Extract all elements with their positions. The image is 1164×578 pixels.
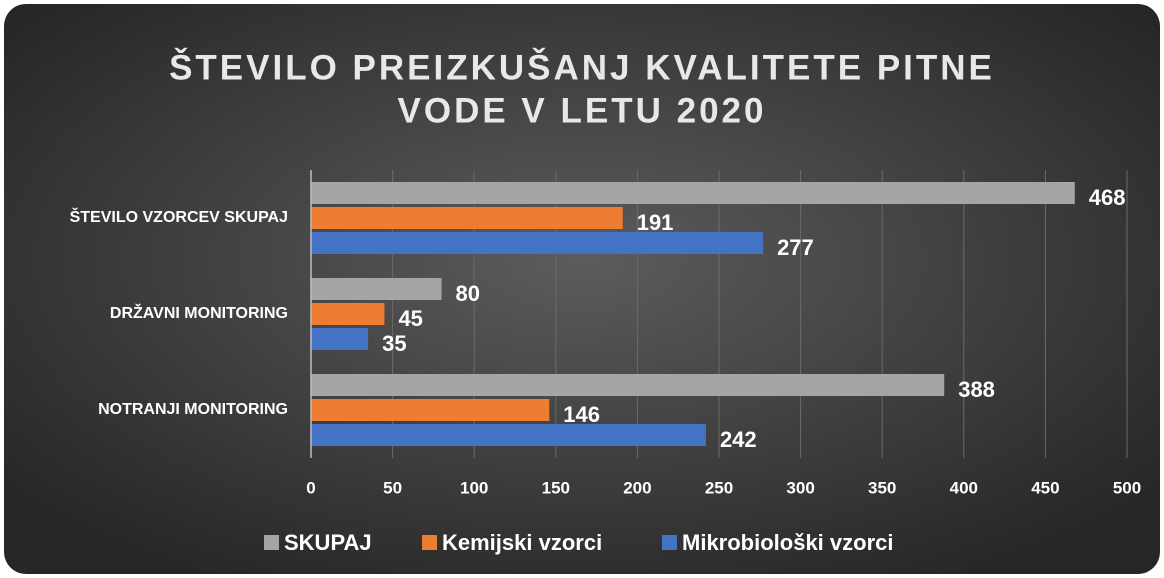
x-tick-label: 250 — [705, 478, 733, 497]
bar — [311, 207, 623, 229]
x-tick-label: 100 — [460, 478, 488, 497]
legend-swatch — [264, 535, 279, 550]
legend-label: SKUPAJ — [284, 530, 372, 555]
background — [4, 4, 1160, 574]
y-tick-label: NOTRANJI MONITORING — [98, 401, 288, 418]
x-tick-label: 400 — [950, 478, 978, 497]
data-label: 242 — [720, 427, 757, 452]
bar — [311, 278, 442, 300]
data-label: 468 — [1089, 185, 1126, 210]
legend-label: Mikrobiološki vzorci — [682, 530, 894, 555]
x-tick-label: 500 — [1113, 478, 1141, 497]
data-label: 277 — [777, 235, 814, 260]
y-tick-label: ŠTEVILO VZORCEV SKUPAJ — [70, 207, 288, 226]
bar — [311, 374, 945, 396]
data-label: 191 — [637, 210, 674, 235]
bar — [311, 182, 1075, 204]
x-tick-label: 0 — [306, 478, 315, 497]
y-tick-label: DRŽAVNI MONITORING — [110, 303, 288, 322]
data-label: 45 — [398, 306, 422, 331]
bar — [311, 232, 764, 254]
x-tick-label: 450 — [1031, 478, 1059, 497]
x-tick-label: 150 — [542, 478, 570, 497]
x-tick-label: 200 — [623, 478, 651, 497]
bar — [311, 328, 369, 350]
x-tick-label: 50 — [383, 478, 402, 497]
bar — [311, 399, 550, 421]
legend-swatch — [422, 535, 437, 550]
bar — [311, 424, 706, 446]
legend-swatch — [662, 535, 677, 550]
chart-title: VODE V LETU 2020 — [398, 91, 767, 130]
data-label: 388 — [958, 377, 995, 402]
x-tick-label: 350 — [868, 478, 896, 497]
x-tick-label: 300 — [786, 478, 814, 497]
chart-title: ŠTEVILO PREIZKUŠANJ KVALITETE PITNE — [169, 47, 995, 87]
bar — [311, 303, 385, 325]
data-label: 80 — [456, 281, 480, 306]
data-label: 35 — [382, 331, 406, 356]
legend-label: Kemijski vzorci — [442, 530, 602, 555]
data-label: 146 — [563, 402, 600, 427]
